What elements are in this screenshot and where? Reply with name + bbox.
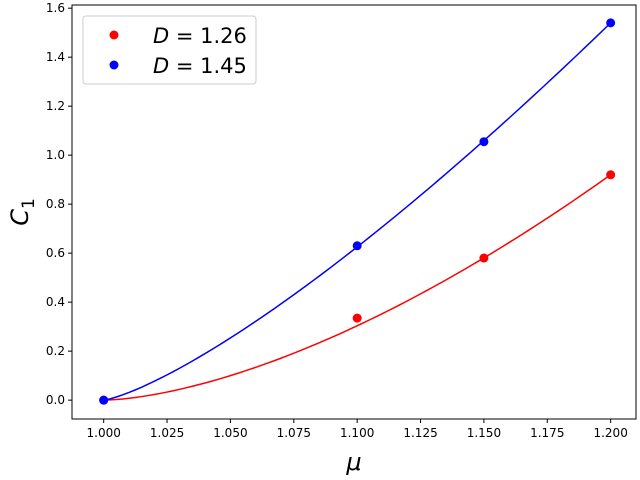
- series-1-point: [99, 395, 109, 405]
- y-tick-label: 0.8: [46, 197, 65, 211]
- x-axis-label: μ: [345, 448, 361, 476]
- legend-variable: D: [153, 24, 169, 48]
- series-1-point: [352, 241, 362, 251]
- plot-frame: [71, 4, 637, 420]
- legend-variable: D: [153, 54, 169, 78]
- y-tick-label: 0.6: [46, 246, 65, 260]
- y-axis-label: C1: [6, 198, 39, 226]
- legend: D = 1.26D = 1.45: [82, 15, 257, 85]
- y-tick-label: 0.4: [46, 295, 65, 309]
- y-axis-label-subscript: 1: [19, 198, 39, 209]
- series-0-point: [479, 253, 489, 263]
- legend-box: [82, 15, 257, 85]
- series-0-point: [352, 313, 362, 323]
- axes: 1.000 1.025 1.050 1.075 1.100 1.125 1.150 1.175…: [6, 1, 637, 476]
- x-tick-label: 1.175: [530, 426, 564, 440]
- y-tick-label: 0.0: [46, 393, 65, 407]
- legend-marker-0: [109, 30, 119, 40]
- x-tick-label: 1.075: [277, 426, 311, 440]
- plot-area: [99, 18, 616, 405]
- legend-equals: =: [169, 24, 200, 48]
- y-axis-label-main: C: [6, 209, 34, 226]
- y-tick-label: 1.0: [46, 148, 65, 162]
- legend-marker-1: [109, 60, 119, 70]
- x-tick-label: 1.025: [150, 426, 184, 440]
- x-tick-label: 1.200: [593, 426, 627, 440]
- x-tick-label: 1.050: [213, 426, 247, 440]
- series-1-point: [606, 18, 616, 28]
- y-tick-label: 1.2: [46, 99, 65, 113]
- y-tick-label: 1.4: [46, 50, 65, 64]
- y-tick-label: 1.6: [46, 1, 65, 15]
- legend-label-0: D = 1.26: [153, 24, 247, 48]
- series-1-point: [479, 137, 489, 147]
- legend-value: 1.26: [200, 24, 247, 48]
- legend-label-1: D = 1.45: [153, 54, 247, 78]
- series-0-point: [606, 170, 616, 180]
- legend-equals: =: [169, 54, 200, 78]
- y-tick-label: 0.2: [46, 344, 65, 358]
- x-tick-label: 1.000: [87, 426, 121, 440]
- x-tick-label: 1.125: [403, 426, 437, 440]
- x-tick-label: 1.150: [467, 426, 501, 440]
- x-tick-label: 1.100: [340, 426, 374, 440]
- legend-value: 1.45: [200, 54, 247, 78]
- series-0-fit-line: [103, 174, 612, 401]
